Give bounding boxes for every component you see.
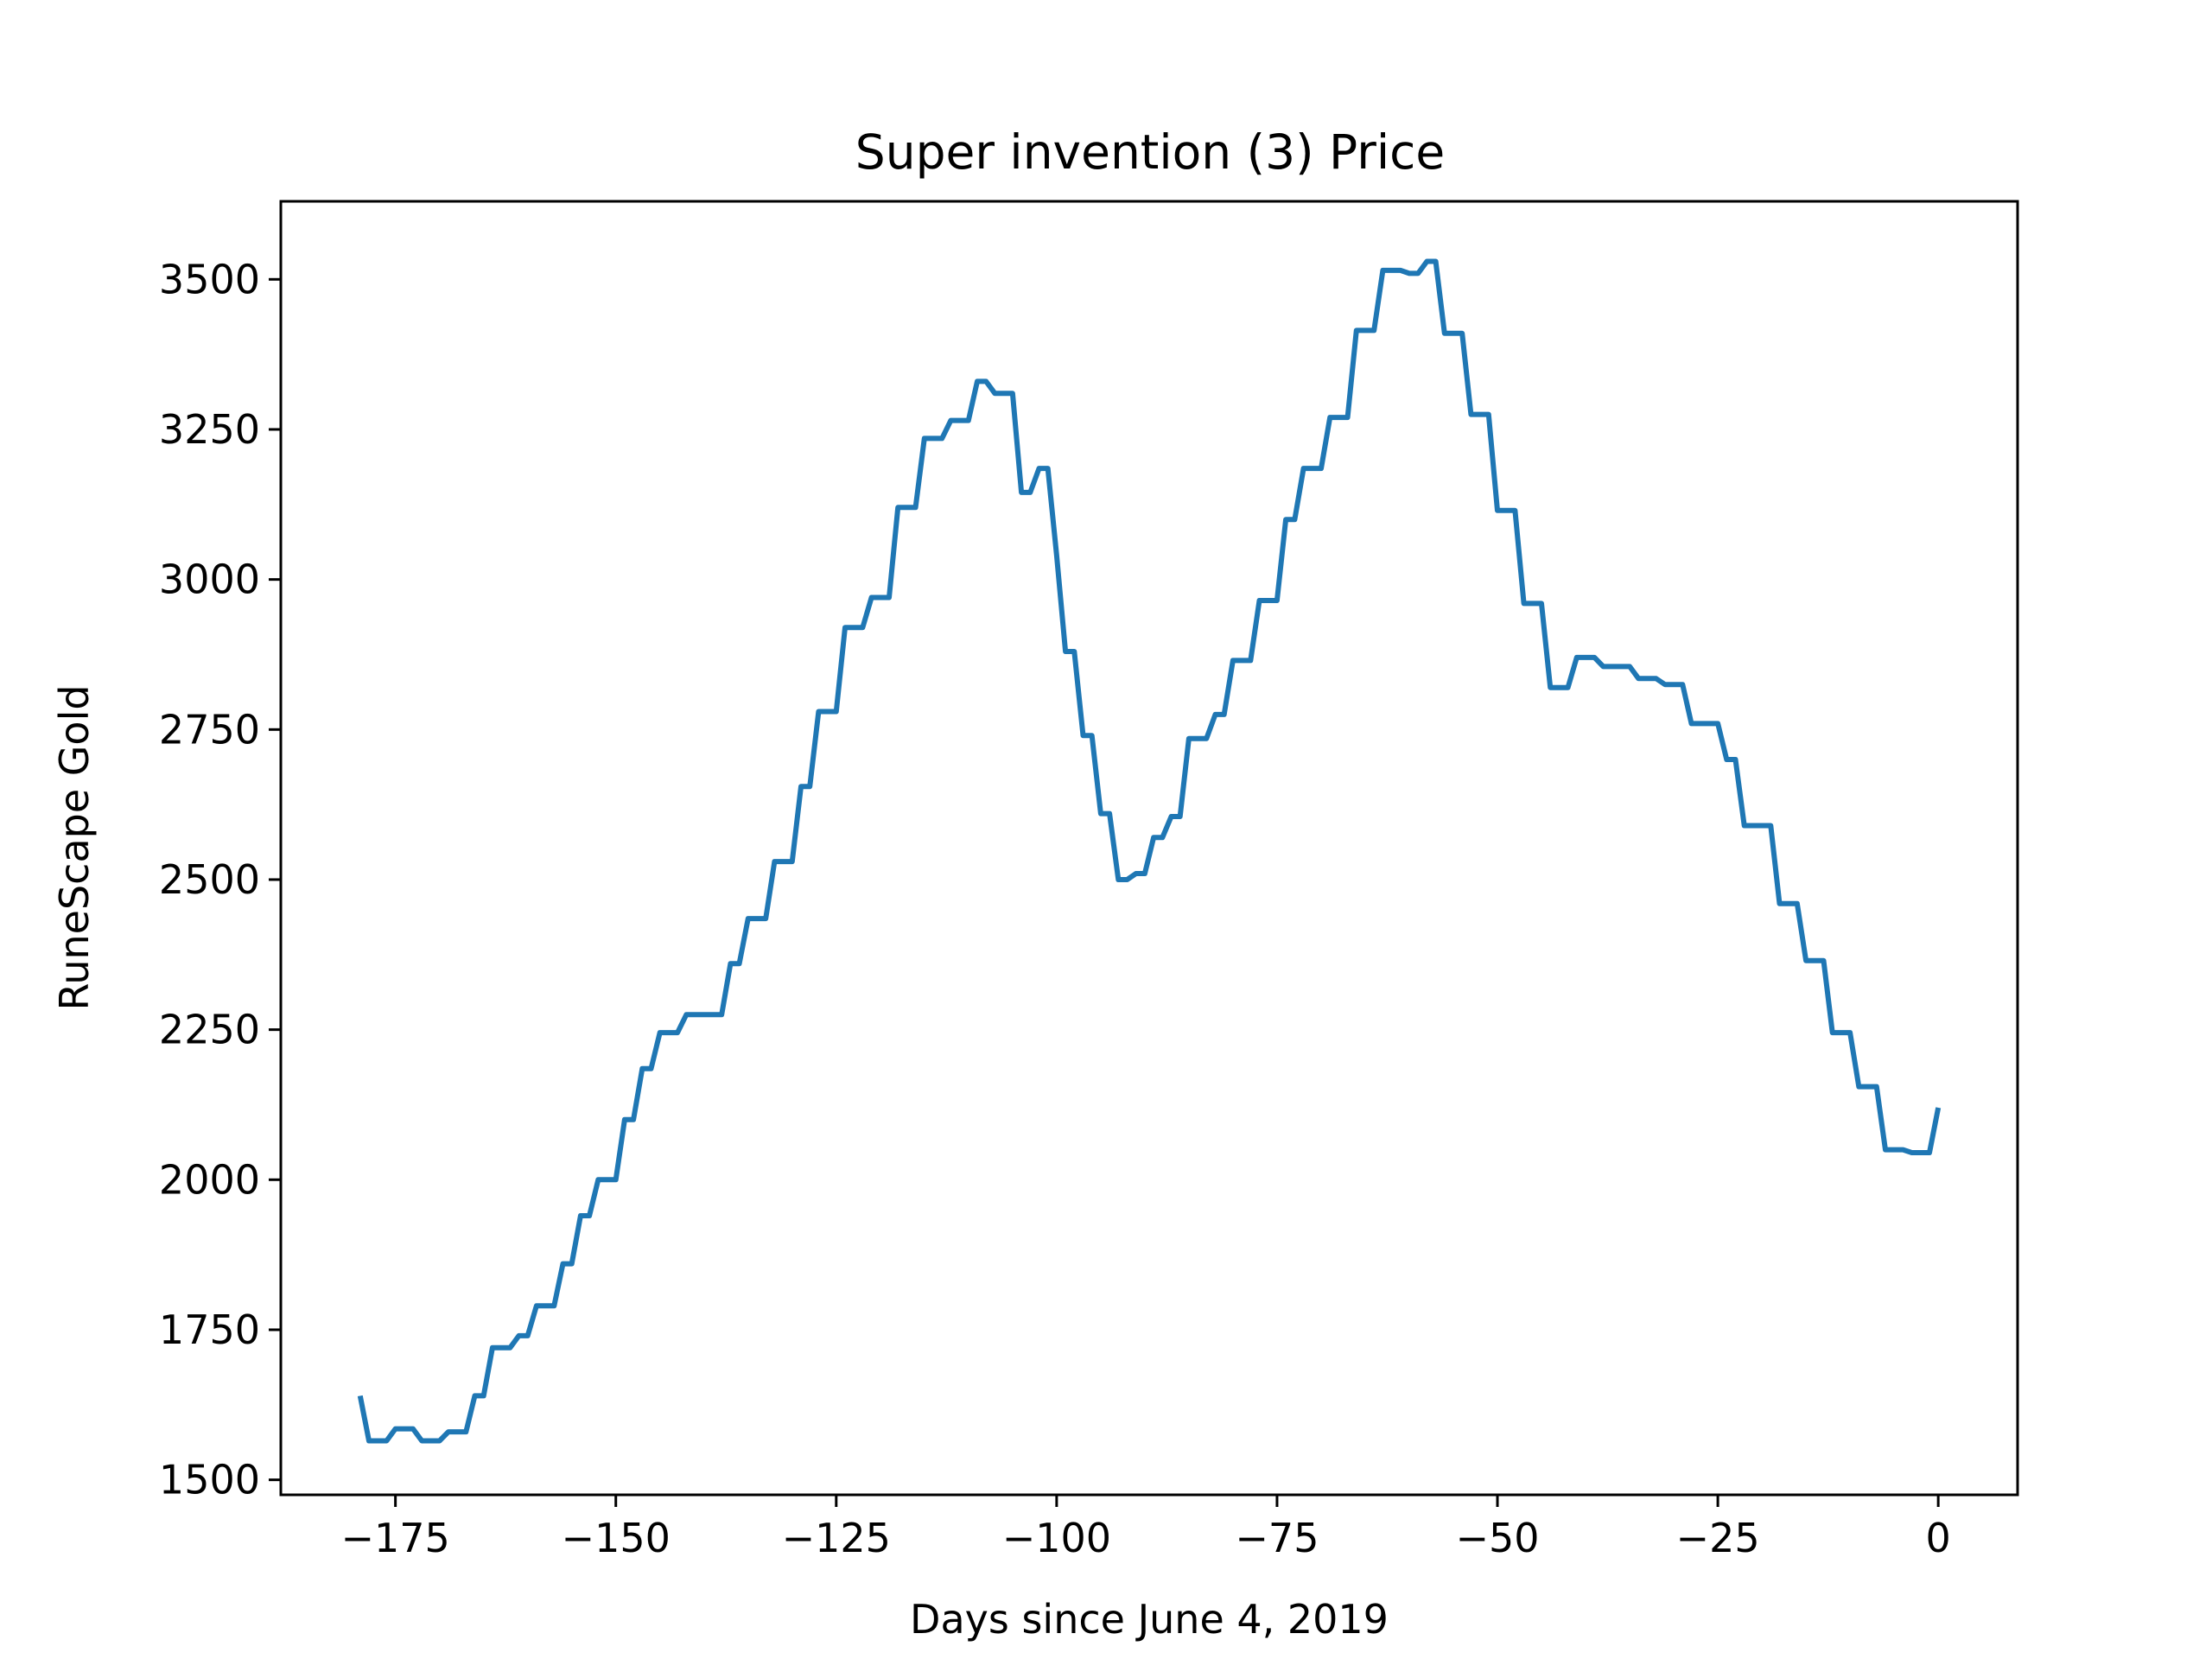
y-tick-label: 1500 [159, 1457, 260, 1503]
x-tick-label: −50 [1455, 1515, 1539, 1561]
x-axis-label: Days since June 4, 2019 [910, 1596, 1389, 1643]
y-tick-label: 3500 [159, 256, 260, 302]
y-tick-label: 2000 [159, 1156, 260, 1203]
x-tick-label: −75 [1235, 1515, 1319, 1561]
y-tick-label: 2250 [159, 1007, 260, 1053]
y-tick-label: 2750 [159, 706, 260, 753]
y-tick-label: 3000 [159, 556, 260, 603]
x-tick-label: 0 [1926, 1515, 1951, 1561]
x-tick-label: −175 [340, 1515, 449, 1561]
chart-title: Super invention (3) Price [855, 124, 1445, 180]
price-series-line [357, 258, 1942, 1444]
y-axis-ticks: 1500 1750 2000 2250 2500 2750 3000 3250 3500 [159, 256, 281, 1503]
x-tick-label: −100 [1002, 1515, 1111, 1561]
y-axis-label: RuneScape Gold [51, 684, 98, 1010]
x-tick-label: −25 [1676, 1515, 1760, 1561]
y-tick-label: 3250 [159, 406, 260, 453]
plot-frame [279, 200, 2019, 1497]
y-tick-label: 1750 [159, 1306, 260, 1353]
x-tick-label: −150 [562, 1515, 671, 1561]
y-tick-label: 2500 [159, 856, 260, 903]
x-axis-ticks: −175 −150 −125 −100 −75 −50 −25 0 [340, 1495, 1951, 1561]
x-tick-label: −125 [782, 1515, 891, 1561]
